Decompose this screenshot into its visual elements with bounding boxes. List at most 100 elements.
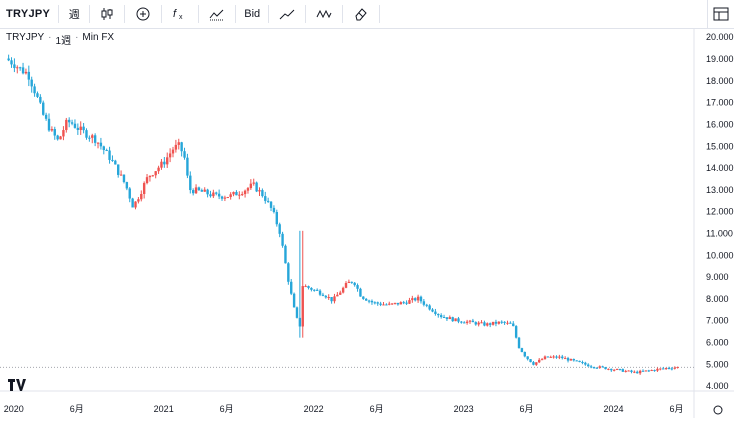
candle-body[interactable] xyxy=(290,281,293,294)
candle-body[interactable] xyxy=(197,187,201,191)
candle-body[interactable] xyxy=(610,368,613,371)
candle-body[interactable] xyxy=(589,366,593,368)
candle-body[interactable] xyxy=(76,127,80,130)
layout-icon[interactable] xyxy=(707,0,734,28)
symbol-selector[interactable]: TRYJPY xyxy=(6,8,51,20)
candle-body[interactable] xyxy=(281,233,284,246)
candle-body[interactable] xyxy=(266,200,270,202)
candle-body[interactable] xyxy=(454,318,457,322)
candle-body[interactable] xyxy=(416,296,420,301)
candle-body[interactable] xyxy=(53,129,56,136)
chart-canvas[interactable]: 20.000 19.000 18.000 17.000 16.000 15.000 14.0… xyxy=(0,28,734,418)
candle-body[interactable] xyxy=(633,371,636,373)
candle-body[interactable] xyxy=(457,318,460,322)
candle-body[interactable] xyxy=(667,367,671,369)
candle-body[interactable] xyxy=(333,296,336,302)
candle-body[interactable] xyxy=(356,285,359,289)
candle-body[interactable] xyxy=(200,190,204,192)
candle-body[interactable] xyxy=(65,119,68,131)
candle-body[interactable] xyxy=(160,161,163,168)
candle-body[interactable] xyxy=(370,300,374,303)
candle-body[interactable] xyxy=(212,192,215,197)
candle-body[interactable] xyxy=(47,118,51,131)
candle-body[interactable] xyxy=(451,317,454,322)
candle-body[interactable] xyxy=(324,295,328,298)
candle-body[interactable] xyxy=(497,321,501,324)
candle-body[interactable] xyxy=(174,144,178,150)
candle-body[interactable] xyxy=(307,286,310,288)
candle-body[interactable] xyxy=(627,370,630,372)
candle-body[interactable] xyxy=(50,129,54,131)
candle-body[interactable] xyxy=(385,304,388,306)
candle-body[interactable] xyxy=(330,297,333,302)
candle-body[interactable] xyxy=(148,175,152,178)
candle-body[interactable] xyxy=(664,367,668,369)
candle-body[interactable] xyxy=(18,67,22,69)
candle-body[interactable] xyxy=(99,142,103,147)
candle-body[interactable] xyxy=(96,142,100,144)
candle-body[interactable] xyxy=(131,198,134,208)
candle-body[interactable] xyxy=(226,197,229,199)
candle-body[interactable] xyxy=(318,290,322,295)
candle-body[interactable] xyxy=(641,370,645,372)
candle-body[interactable] xyxy=(39,96,42,103)
candle-body[interactable] xyxy=(347,281,351,283)
candle-body[interactable] xyxy=(379,303,382,305)
candle-body[interactable] xyxy=(301,286,304,327)
candle-body[interactable] xyxy=(483,322,486,326)
candle-body[interactable] xyxy=(561,356,564,359)
candle-body[interactable] xyxy=(532,362,535,365)
candle-body[interactable] xyxy=(82,126,85,131)
candle-body[interactable] xyxy=(249,183,253,189)
candle-body[interactable] xyxy=(595,367,599,369)
candle-body[interactable] xyxy=(21,67,25,74)
candle-body[interactable] xyxy=(552,356,555,358)
candle-body[interactable] xyxy=(509,322,512,324)
candle-body[interactable] xyxy=(287,263,290,282)
candle-body[interactable] xyxy=(362,296,365,299)
candle-body[interactable] xyxy=(217,193,221,197)
candle-body[interactable] xyxy=(163,161,166,165)
candle-body[interactable] xyxy=(399,302,402,305)
candle-body[interactable] xyxy=(373,302,377,304)
chart-style-icon[interactable] xyxy=(199,0,235,28)
candle-body[interactable] xyxy=(471,320,475,323)
candle-body[interactable] xyxy=(477,322,480,325)
candle-body[interactable] xyxy=(189,175,192,191)
candle-body[interactable] xyxy=(10,60,13,65)
candle-body[interactable] xyxy=(480,322,483,324)
candle-body[interactable] xyxy=(232,191,235,195)
candle-body[interactable] xyxy=(604,367,607,370)
candle-body[interactable] xyxy=(514,326,518,338)
candle-body[interactable] xyxy=(653,370,656,372)
candle-body[interactable] xyxy=(601,366,604,368)
candle-body[interactable] xyxy=(264,196,267,201)
candle-body[interactable] xyxy=(566,358,570,361)
candle-body[interactable] xyxy=(662,368,665,370)
candle-body[interactable] xyxy=(428,305,431,310)
candle-body[interactable] xyxy=(543,356,547,360)
candle-body[interactable] xyxy=(529,359,532,363)
candle-body[interactable] xyxy=(16,67,19,69)
candle-body[interactable] xyxy=(445,317,449,320)
candle-body[interactable] xyxy=(91,135,94,138)
candle-body[interactable] xyxy=(292,293,296,308)
candle-body[interactable] xyxy=(62,130,65,137)
candle-body[interactable] xyxy=(506,322,509,324)
candle-body[interactable] xyxy=(425,304,428,306)
candle-body[interactable] xyxy=(474,322,477,325)
candle-body[interactable] xyxy=(24,71,28,74)
candle-body[interactable] xyxy=(422,301,426,305)
candle-body[interactable] xyxy=(598,366,601,368)
candle-body[interactable] xyxy=(7,58,10,61)
candle-body[interactable] xyxy=(656,368,659,371)
candle-body[interactable] xyxy=(272,207,276,213)
candle-body[interactable] xyxy=(111,159,114,161)
candle-body[interactable] xyxy=(419,296,423,302)
candle-body[interactable] xyxy=(142,183,146,194)
candle-body[interactable] xyxy=(278,224,281,234)
candle-body[interactable] xyxy=(180,142,183,152)
candle-body[interactable] xyxy=(442,317,446,319)
candle-body[interactable] xyxy=(390,303,394,305)
candle-body[interactable] xyxy=(538,359,541,363)
